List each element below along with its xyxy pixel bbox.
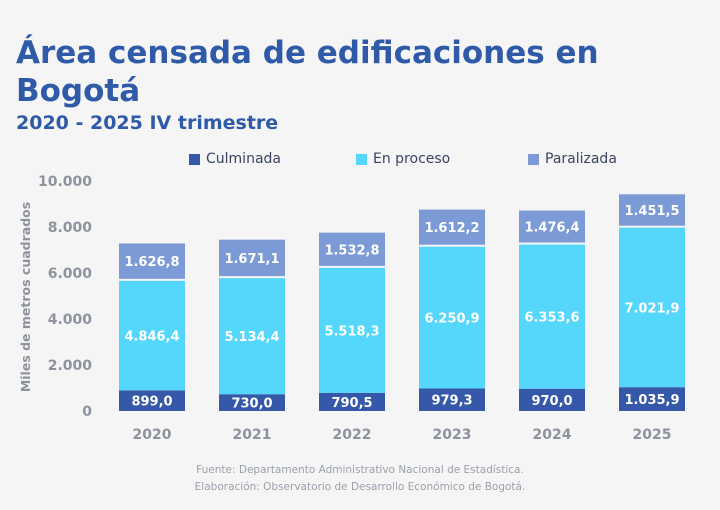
legend-item-paralizada: Paralizada: [528, 151, 617, 167]
x-tick-label: 2022: [333, 427, 372, 443]
data-label-culminada-2025: 1.035,9: [624, 393, 679, 408]
bar-culminada-2023: [419, 388, 485, 411]
bar-paralizada-2021: [219, 239, 285, 277]
data-label-en-proceso-2024: 6.353,6: [524, 311, 579, 326]
data-label-culminada-2023: 979,3: [431, 394, 472, 409]
y-tick-label: 10.000: [38, 174, 92, 190]
legend-label-paralizada: Paralizada: [545, 151, 617, 167]
data-label-en-proceso-2025: 7.021,9: [624, 301, 679, 316]
data-label-paralizada-2024: 1.476,4: [524, 221, 579, 236]
y-tick-label: 2.000: [48, 358, 93, 374]
bar-culminada-2021: [219, 394, 285, 411]
data-label-culminada-2022: 790,5: [331, 396, 372, 411]
data-label-en-proceso-2020: 4.846,4: [124, 330, 179, 345]
bar-en-proceso-2025: [619, 227, 685, 388]
legend-swatch-en-proceso: [356, 153, 367, 165]
bar-paralizada-2020: [119, 243, 185, 279]
chart-title: Área censada de edificaciones en Bogotá: [16, 35, 599, 109]
bar-en-proceso-2022: [319, 267, 385, 393]
chart-subtitle: 2020 - 2025 IV trimestre: [16, 112, 279, 134]
bar-paralizada-2023: [419, 209, 485, 245]
x-tick-label: 2025: [633, 427, 672, 443]
bar-paralizada-2022: [319, 232, 385, 266]
y-tick-label: 4.000: [48, 312, 93, 328]
data-label-paralizada-2020: 1.626,8: [124, 255, 179, 270]
data-label-paralizada-2021: 1.671,1: [224, 252, 279, 267]
legend-swatch-paralizada: [528, 153, 539, 165]
y-tick-label: 6.000: [48, 266, 93, 282]
bar-culminada-2020: [119, 390, 185, 411]
x-tick-label: 2021: [233, 427, 272, 443]
bar-en-proceso-2023: [419, 246, 485, 389]
data-label-paralizada-2023: 1.612,2: [424, 221, 479, 236]
legend: Culminada En proceso Paralizada: [0, 151, 720, 171]
footer-elaboration: Elaboración: Observatorio de Desarrollo …: [194, 481, 526, 493]
data-label-en-proceso-2022: 5.518,3: [324, 324, 379, 339]
bar-paralizada-2025: [619, 194, 685, 226]
data-label-culminada-2020: 899,0: [131, 395, 172, 410]
bar-en-proceso-2024: [519, 244, 585, 389]
legend-label-en-proceso: En proceso: [373, 151, 451, 167]
x-tick-label: 2023: [433, 427, 472, 443]
bar-culminada-2025: [619, 387, 685, 411]
bar-en-proceso-2021: [219, 278, 285, 395]
data-label-culminada-2024: 970,0: [531, 394, 572, 409]
data-label-culminada-2021: 730,0: [231, 397, 272, 412]
data-label-paralizada-2025: 1.451,5: [624, 204, 679, 219]
x-tick-label: 2020: [133, 427, 172, 443]
legend-item-culminada: Culminada: [189, 151, 281, 167]
bar-culminada-2022: [319, 392, 385, 411]
data-label-en-proceso-2023: 6.250,9: [424, 312, 479, 327]
bar-culminada-2024: [519, 388, 585, 411]
y-tick-label: 0: [82, 404, 92, 420]
data-label-en-proceso-2021: 5.134,4: [224, 330, 279, 345]
x-tick-label: 2024: [533, 427, 572, 443]
bar-en-proceso-2020: [119, 280, 185, 391]
legend-swatch-culminada: [189, 153, 200, 165]
data-label-paralizada-2022: 1.532,8: [324, 243, 379, 258]
legend-label-culminada: Culminada: [206, 151, 281, 167]
y-axis-label: Miles de metros cuadrados: [18, 202, 33, 392]
footer-source: Fuente: Departamento Administrativo Naci…: [196, 464, 524, 476]
legend-item-en-proceso: En proceso: [356, 151, 450, 167]
bar-paralizada-2024: [519, 210, 585, 243]
y-tick-label: 8.000: [48, 220, 93, 236]
